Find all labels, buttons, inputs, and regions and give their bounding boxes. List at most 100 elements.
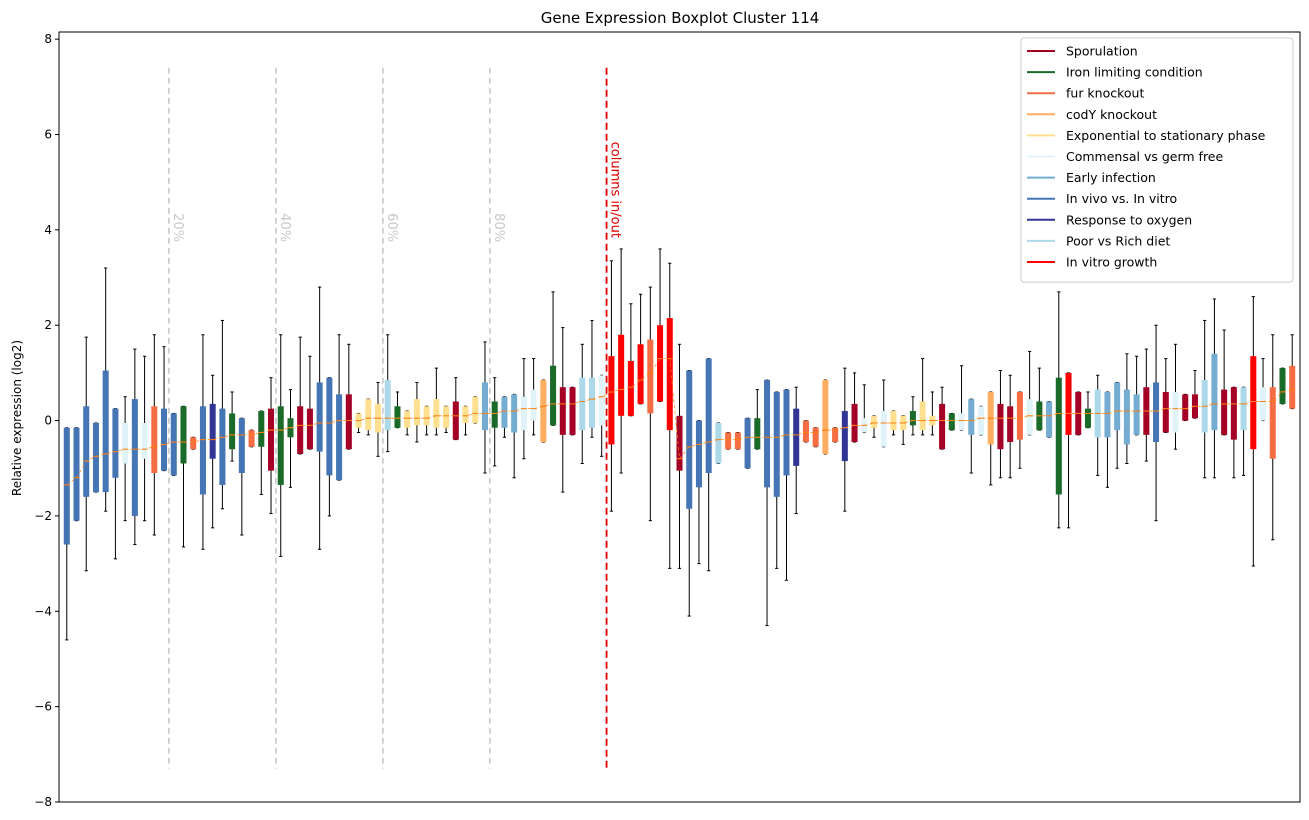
legend: Sporulation Iron limiting condition fur kn… (1020, 37, 1294, 283)
legend-entry: Commensal vs germ free (1027, 149, 1223, 164)
box-body (1269, 387, 1276, 459)
box-35 (394, 391, 401, 429)
box-10 (151, 334, 158, 536)
box-body (433, 399, 440, 428)
legend-entry: Iron limiting condition (1027, 65, 1203, 80)
box-8 (131, 348, 138, 546)
box-92 (948, 412, 955, 431)
box-body (170, 413, 177, 476)
legend-label: Early infection (1066, 170, 1156, 185)
box-23 (277, 334, 284, 557)
box-5 (102, 267, 109, 512)
box-body (948, 413, 955, 431)
box-body (550, 365, 557, 426)
box-body (413, 399, 420, 426)
box-104 (1065, 372, 1072, 529)
box-59 (627, 303, 634, 417)
box-53 (569, 386, 576, 436)
box-body (384, 380, 391, 431)
box-body (958, 413, 965, 431)
box-28 (326, 377, 333, 517)
box-57 (608, 260, 615, 512)
box-63 (666, 262, 673, 569)
box-body (190, 437, 197, 450)
box-45 (491, 377, 498, 467)
box-body (870, 415, 878, 428)
box-body (1055, 377, 1062, 495)
box-65 (686, 370, 693, 617)
y-tick-label: 4 (44, 223, 52, 237)
box-47 (511, 393, 518, 479)
box-36 (404, 410, 411, 436)
box-25 (297, 336, 304, 455)
box-body (841, 411, 848, 462)
box-body (968, 399, 975, 435)
box-body (199, 406, 206, 495)
box-body (365, 399, 372, 431)
box-103 (1055, 291, 1062, 529)
axes-layer: −8 −6 −4 −2 0 2 4 6 8 (34, 31, 1301, 809)
box-27 (316, 286, 323, 550)
box-body (919, 401, 926, 431)
box-body (1007, 406, 1014, 443)
box-97 (997, 370, 1004, 479)
box-39 (433, 367, 440, 436)
box-body (997, 403, 1004, 450)
box-87 (900, 415, 907, 445)
box-69 (725, 431, 732, 450)
legend-label: Iron limiting condition (1066, 65, 1203, 80)
box-21 (258, 410, 265, 495)
box-24 (287, 389, 294, 488)
box-55 (588, 319, 595, 438)
box-body (141, 422, 148, 459)
box-body (151, 406, 158, 474)
box-17 (219, 319, 226, 510)
legend-label: Commensal vs germ free (1066, 149, 1223, 164)
box-body (268, 408, 275, 471)
legend-label: Poor vs Rich diet (1066, 233, 1170, 248)
box-body (754, 418, 761, 450)
box-67 (705, 358, 712, 572)
box-body (63, 427, 70, 545)
legend-entry: Response to oxygen (1027, 212, 1192, 227)
box-body (579, 377, 586, 431)
box-119 (1211, 298, 1218, 479)
box-115 (1172, 343, 1179, 450)
box-1 (63, 427, 70, 641)
legend-frame (1020, 37, 1294, 283)
box-body (627, 360, 634, 416)
box-91 (939, 386, 946, 450)
box-64 (676, 343, 683, 569)
box-body (1279, 368, 1286, 404)
percentile-label: 80% (491, 213, 506, 242)
box-body (569, 387, 576, 435)
plot-frame (58, 31, 1301, 803)
box-121 (1230, 386, 1237, 479)
box-body (1221, 389, 1228, 435)
box-body (734, 432, 741, 450)
box-body (725, 432, 732, 450)
box-body (812, 427, 819, 447)
box-body (783, 389, 790, 476)
box-56 (598, 374, 605, 457)
box-116 (1182, 393, 1189, 422)
box-33 (374, 381, 382, 457)
box-body (764, 380, 771, 488)
box-body (1133, 394, 1140, 435)
box-body (977, 406, 985, 435)
legend-entry: In vitro growth (1027, 255, 1157, 270)
box-112 (1143, 348, 1150, 462)
y-tick-label: 8 (44, 32, 52, 46)
box-79 (822, 379, 829, 455)
box-41 (452, 377, 459, 441)
box-body (258, 411, 265, 447)
box-61 (647, 286, 654, 522)
legend-label: Response to oxygen (1066, 212, 1192, 227)
box-body (326, 377, 333, 476)
box-body (880, 411, 887, 447)
y-tick-label: 2 (44, 318, 52, 332)
box-body (909, 411, 916, 426)
box-7 (122, 396, 129, 522)
box-117 (1191, 370, 1198, 419)
box-73 (764, 379, 771, 627)
